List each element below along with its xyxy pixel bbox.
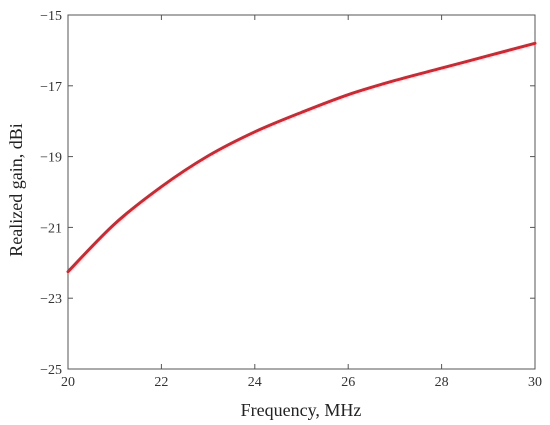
x-tick-label: 24 <box>248 375 262 390</box>
y-tick-label: −25 <box>40 363 62 378</box>
plot-area <box>67 14 536 370</box>
x-tick-label: 20 <box>61 375 75 390</box>
series-group <box>66 41 537 274</box>
x-tick-label: 26 <box>341 375 355 390</box>
y-tick-label: −17 <box>40 80 62 95</box>
ticks <box>67 14 536 370</box>
x-tick-label: 28 <box>435 375 449 390</box>
y-tick-label: −15 <box>40 9 62 24</box>
tick-labels: 20 22 24 26 28 30 −25 −23 −21 −19 −17 −15 <box>40 9 542 390</box>
y-tick-label: −23 <box>40 292 62 307</box>
y-axis-title: Realized gain, dBi <box>6 123 26 256</box>
y-tick-label: −21 <box>40 221 62 236</box>
x-tick-label: 30 <box>528 375 542 390</box>
x-tick-label: 22 <box>154 375 168 390</box>
y-tick-label: −19 <box>40 151 62 166</box>
x-axis-title: Frequency, MHz <box>241 400 362 420</box>
series-line <box>66 41 537 274</box>
